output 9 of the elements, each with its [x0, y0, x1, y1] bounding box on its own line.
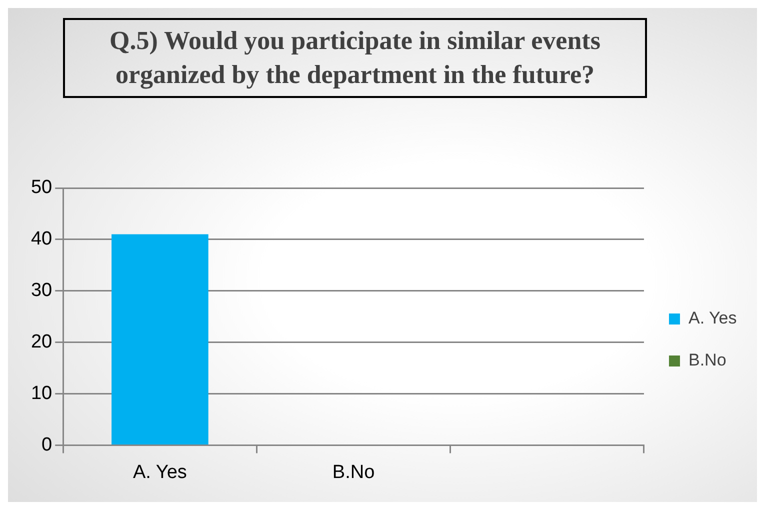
- legend-label: A. Yes: [688, 308, 737, 328]
- y-tick-label: 40: [30, 228, 52, 250]
- y-tick-label: 20: [30, 332, 52, 353]
- y-tick-label: 0: [42, 434, 52, 456]
- legend-label: B.No: [688, 350, 726, 370]
- y-tick-label: 50: [30, 177, 52, 198]
- chart-title: Q.5) Would you participate in similar events organized by the department in the future?: [63, 18, 647, 98]
- y-tick-label: 30: [30, 280, 52, 302]
- y-tick-label: 10: [30, 382, 52, 404]
